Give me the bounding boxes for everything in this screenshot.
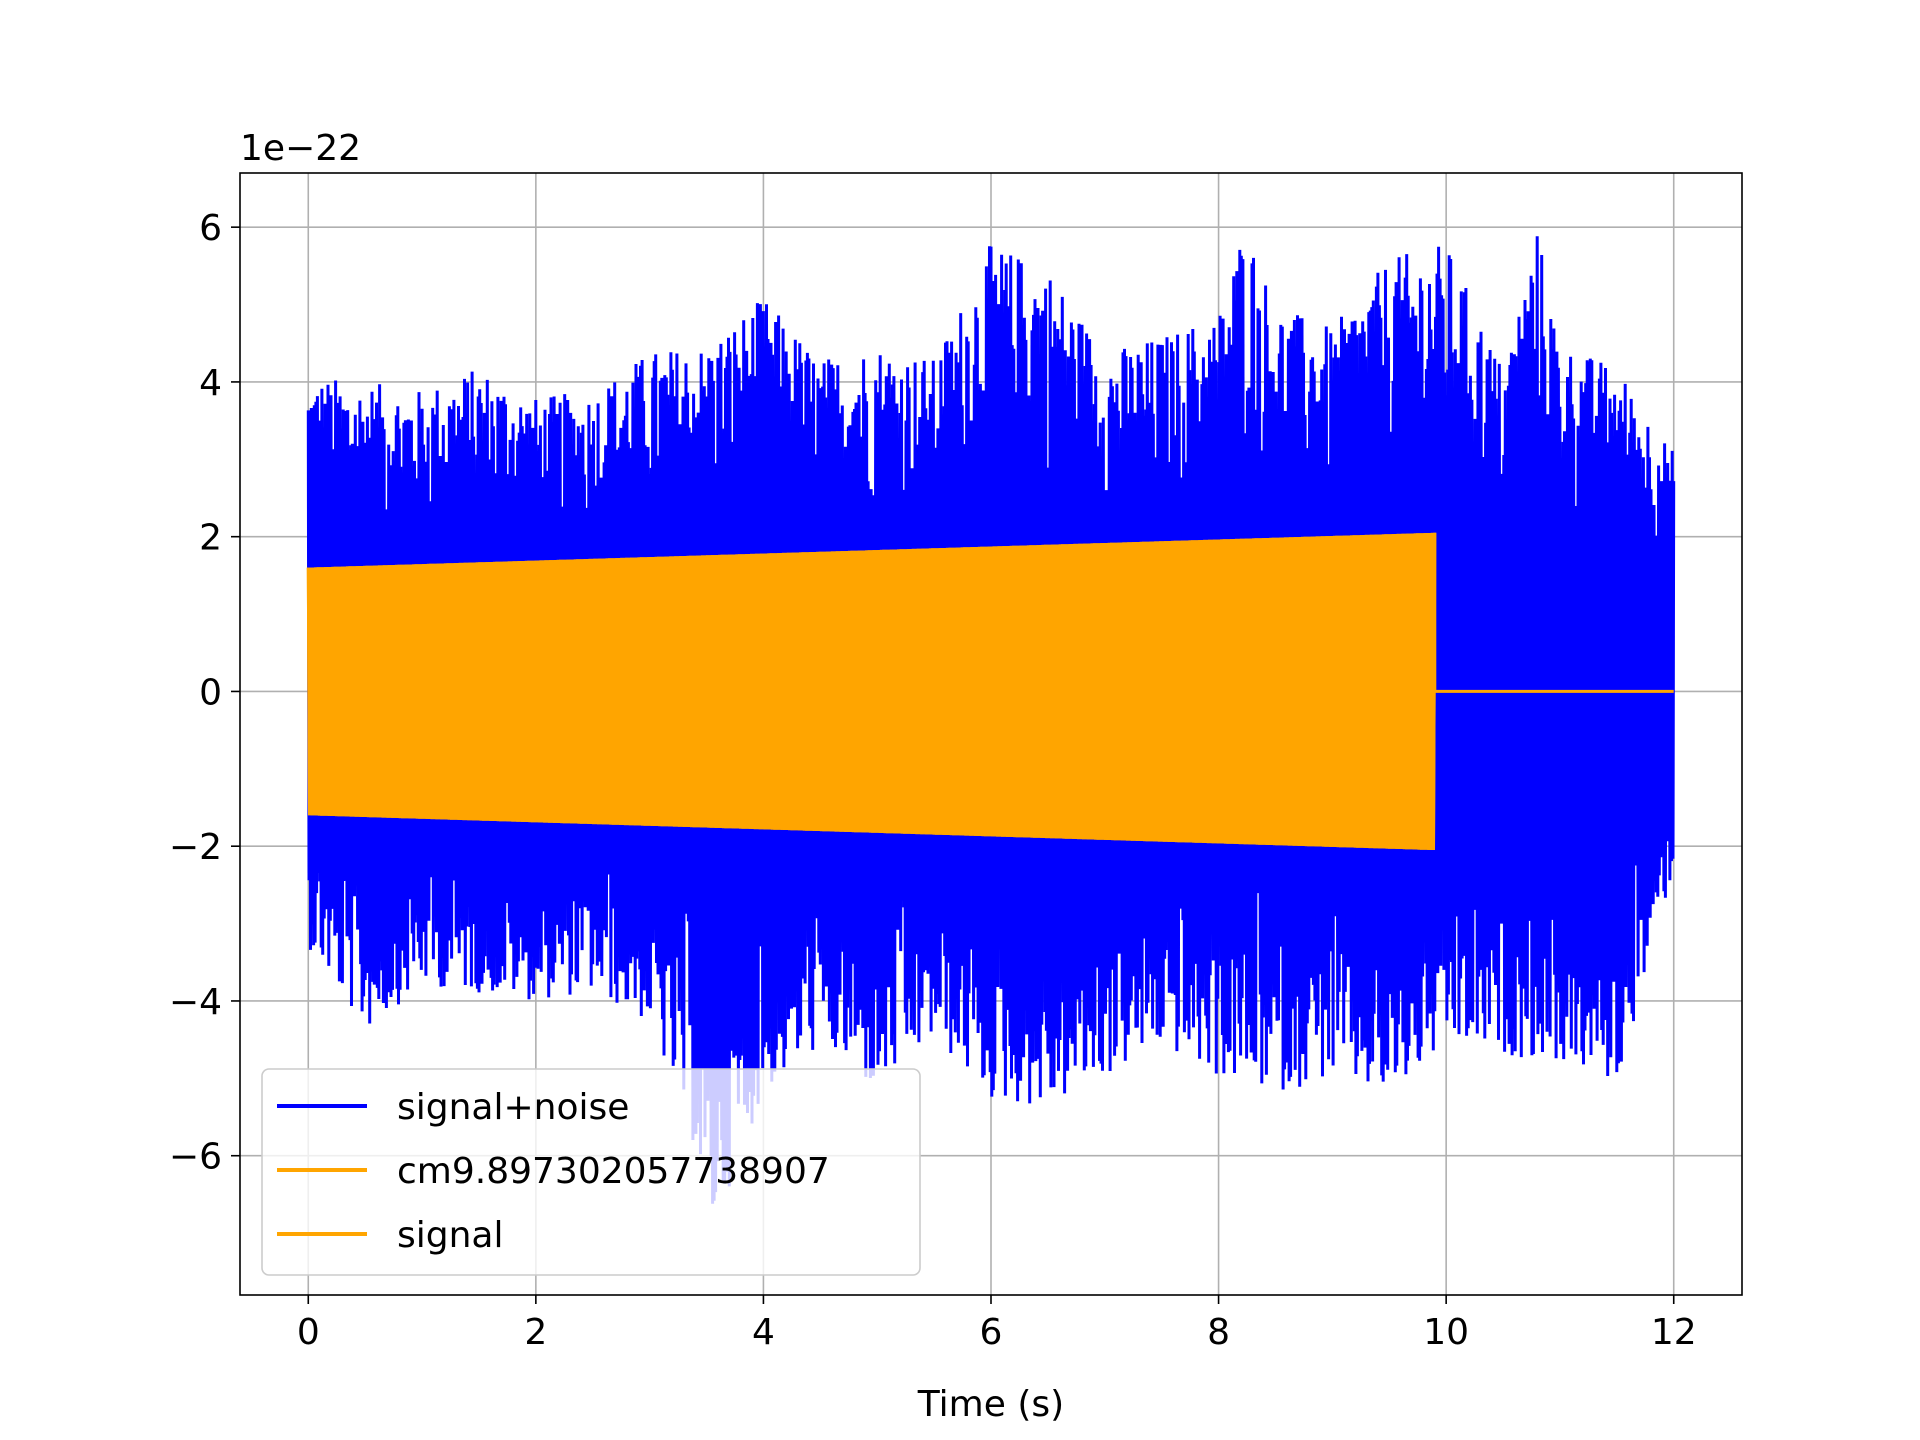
y-tick-label: −2	[169, 827, 222, 868]
x-axis-label: Time (s)	[917, 1384, 1064, 1425]
plot-area	[306, 236, 1676, 1204]
legend-label-signal-noise: signal+noise	[397, 1087, 629, 1128]
x-tick-label: 2	[524, 1312, 547, 1353]
y-tick-label: 6	[199, 208, 222, 249]
legend-label-signal: signal	[397, 1215, 504, 1256]
series-layer	[306, 236, 1676, 1204]
series-signal-line	[306, 532, 1674, 851]
y-scale-offset-label: 1e−22	[240, 128, 361, 169]
legend: signal+noise cm9.897302057738907 signal	[261, 1068, 921, 1276]
y-tick-label: 4	[199, 363, 222, 404]
x-tick-label: 12	[1651, 1312, 1697, 1353]
x-tick-label: 4	[752, 1312, 775, 1353]
x-tick-label: 6	[980, 1312, 1003, 1353]
y-tick-label: −4	[169, 982, 222, 1023]
y-tick-label: 2	[199, 518, 222, 559]
series-signal-noise-line	[306, 236, 1676, 1204]
y-tick-label: 0	[199, 672, 222, 713]
axis-ticks: 0 2 4 6 8 10 12 −6 −4 −2 0 2 4 6	[169, 208, 1697, 1353]
x-tick-label: 0	[297, 1312, 320, 1353]
legend-label-cm: cm9.897302057738907	[397, 1151, 830, 1192]
x-tick-label: 10	[1423, 1312, 1469, 1353]
x-tick-label: 8	[1207, 1312, 1230, 1353]
y-tick-label: −6	[169, 1137, 222, 1178]
legend-box	[261, 1068, 921, 1276]
